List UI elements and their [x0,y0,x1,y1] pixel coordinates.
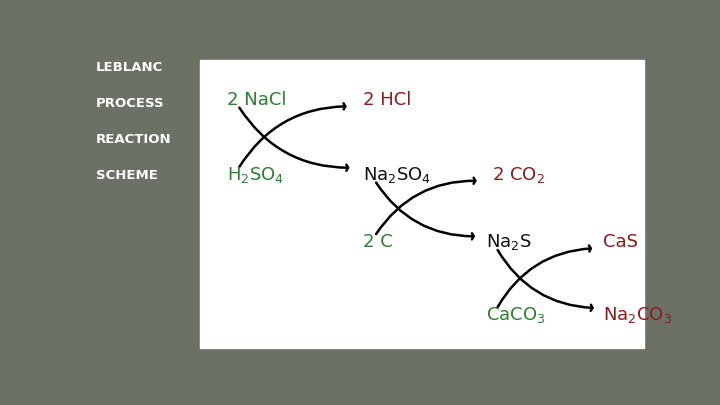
Text: REACTION: REACTION [96,133,171,146]
Text: LEBLANC: LEBLANC [96,61,163,74]
Text: 2 NaCl: 2 NaCl [227,91,287,109]
Text: CaS: CaS [603,233,639,251]
Text: Na$_2$SO$_4$: Na$_2$SO$_4$ [364,165,432,185]
Text: SCHEME: SCHEME [96,168,158,182]
Text: H$_2$SO$_4$: H$_2$SO$_4$ [227,165,284,185]
Text: 2 CO$_2$: 2 CO$_2$ [492,165,544,185]
Text: Na$_2$CO$_3$: Na$_2$CO$_3$ [603,305,672,325]
Text: 2 HCl: 2 HCl [364,91,412,109]
Text: Na$_2$S: Na$_2$S [486,232,532,252]
FancyBboxPatch shape [200,60,644,348]
Text: 2 C: 2 C [364,233,393,251]
Text: PROCESS: PROCESS [96,97,164,110]
Text: CaCO$_3$: CaCO$_3$ [486,305,546,325]
